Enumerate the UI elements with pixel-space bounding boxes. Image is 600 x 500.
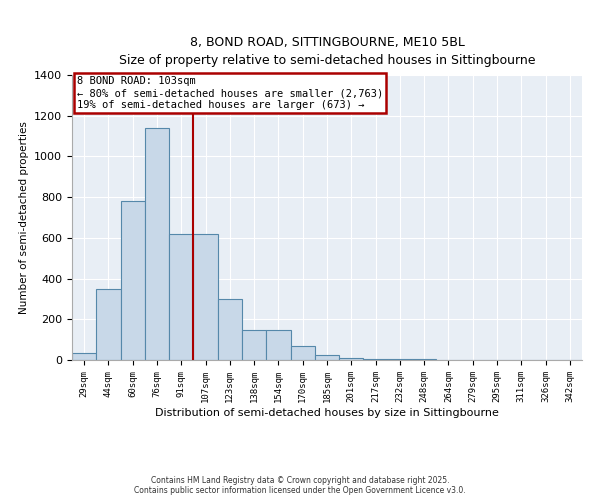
Text: 8 BOND ROAD: 103sqm
← 80% of semi-detached houses are smaller (2,763)
19% of sem: 8 BOND ROAD: 103sqm ← 80% of semi-detach… <box>77 76 383 110</box>
Bar <box>96 289 121 360</box>
Bar <box>290 346 315 360</box>
Bar <box>364 359 388 360</box>
Bar <box>242 330 266 360</box>
Bar <box>145 128 169 360</box>
Bar <box>72 353 96 360</box>
Bar <box>218 299 242 360</box>
Bar <box>169 234 193 360</box>
X-axis label: Distribution of semi-detached houses by size in Sittingbourne: Distribution of semi-detached houses by … <box>155 408 499 418</box>
Bar <box>388 359 412 360</box>
Bar <box>121 201 145 360</box>
Y-axis label: Number of semi-detached properties: Number of semi-detached properties <box>19 121 29 314</box>
Bar <box>412 359 436 360</box>
Bar <box>339 358 364 360</box>
Bar <box>193 234 218 360</box>
Text: Contains HM Land Registry data © Crown copyright and database right 2025.
Contai: Contains HM Land Registry data © Crown c… <box>134 476 466 495</box>
Title: 8, BOND ROAD, SITTINGBOURNE, ME10 5BL
Size of property relative to semi-detached: 8, BOND ROAD, SITTINGBOURNE, ME10 5BL Si… <box>119 36 535 67</box>
Bar <box>266 330 290 360</box>
Bar <box>315 355 339 360</box>
